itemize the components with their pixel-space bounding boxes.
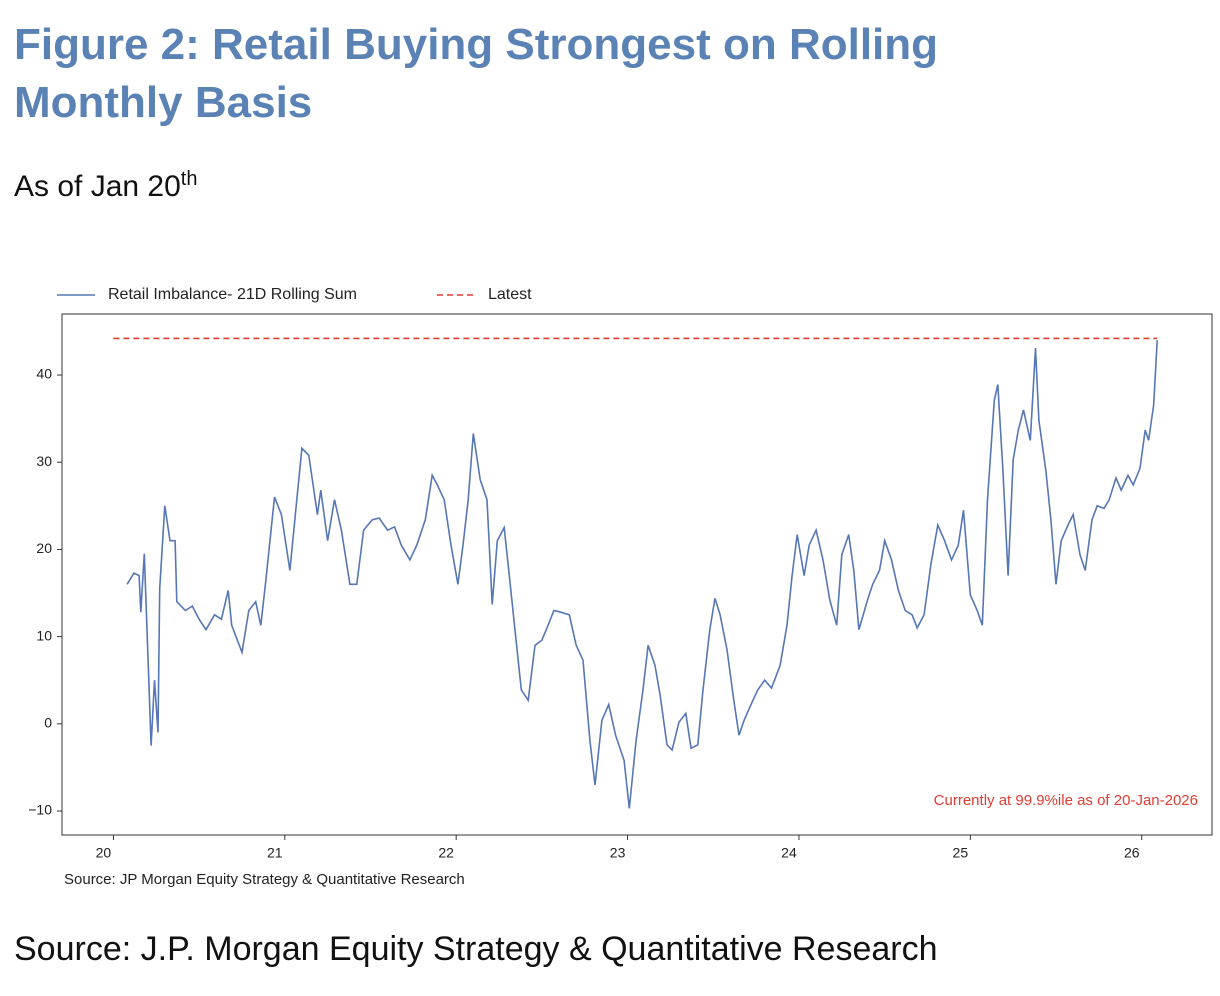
y-tick-label: 40 [36,366,52,382]
annotation: Currently at 99.9%ile as of 20-Jan-2026 [934,792,1198,809]
x-tick-label: 22 [438,845,454,861]
subtitle: As of Jan 20th [14,168,197,204]
x-tick-label: 25 [953,845,969,861]
y-tick-label: 30 [36,453,52,469]
x-tick-label: 26 [1124,845,1140,861]
x-tick-label: 21 [267,845,283,861]
x-tick-label: 23 [610,845,626,861]
subtitle-text: As of Jan 20 [14,170,181,203]
subtitle-superscript: th [180,168,198,190]
y-tick-label: 10 [36,627,52,643]
title: Figure 2: Retail Buying Strongest on Rol… [14,20,939,127]
y-tick-label: −10 [28,802,52,818]
y-tick-label: 0 [44,715,52,731]
chart-source: Source: JP Morgan Equity Strategy & Quan… [64,871,465,888]
legend-label: Latest [488,286,532,303]
legend-label: Retail Imbalance- 21D Rolling Sum [108,286,357,303]
y-tick-label: 20 [36,540,52,556]
plot-frame [61,313,1213,836]
x-tick-label: 20 [96,845,112,861]
x-tick-label: 24 [781,845,797,861]
series-line [126,340,1158,809]
source: Source: J.P. Morgan Equity Strategy & Qu… [14,930,938,968]
